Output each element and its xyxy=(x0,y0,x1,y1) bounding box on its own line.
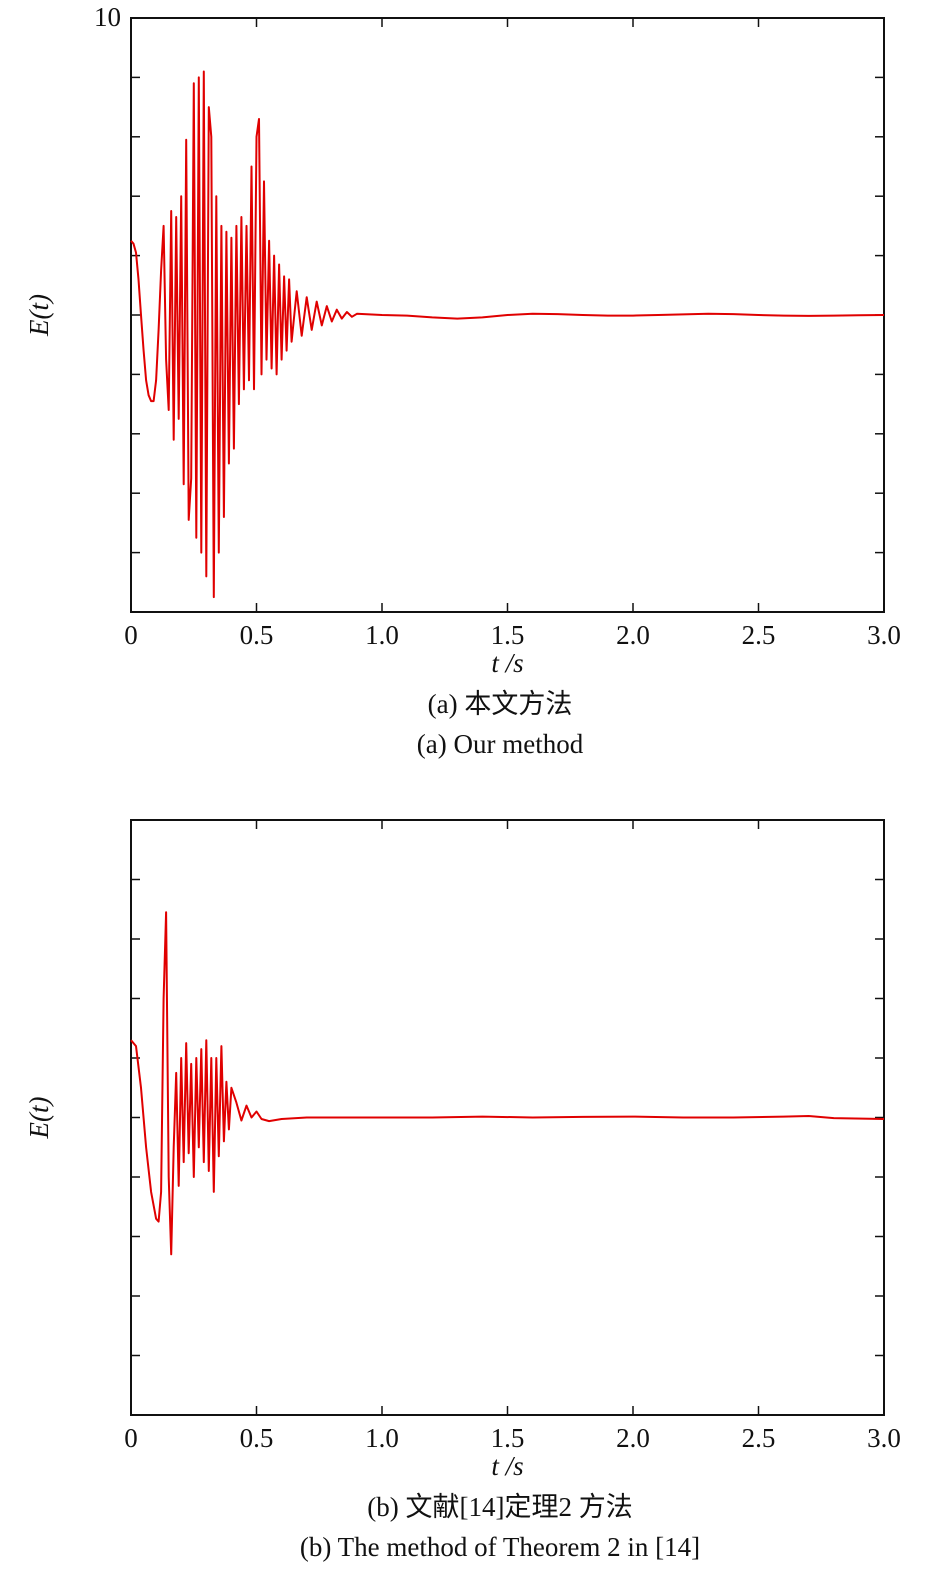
x-tick-label: 2.5 xyxy=(742,620,776,650)
y-tick-label: 10 xyxy=(94,2,121,32)
x-axis-label: t /s xyxy=(491,648,523,678)
x-tick-label: 2.0 xyxy=(616,1423,650,1453)
caption: (a) 本文方法 xyxy=(428,689,573,719)
x-tick-label: 0.5 xyxy=(240,1423,274,1453)
y-axis-label: E(t) xyxy=(24,294,54,337)
y-axis-label: E(t) xyxy=(24,1097,54,1140)
x-tick-label: 1.0 xyxy=(365,1423,399,1453)
x-tick-label: 1.5 xyxy=(491,1423,525,1453)
x-tick-label: 0 xyxy=(124,620,138,650)
caption: (a) Our method xyxy=(417,729,584,759)
x-tick-label: 1.0 xyxy=(365,620,399,650)
x-tick-label: 3.0 xyxy=(867,1423,901,1453)
data-line xyxy=(130,70,885,599)
x-tick-label: 1.5 xyxy=(491,620,525,650)
data-line xyxy=(130,911,885,1256)
x-axis-label: t /s xyxy=(491,1451,523,1481)
x-tick-label: 3.0 xyxy=(867,620,901,650)
x-tick-label: 2.0 xyxy=(616,620,650,650)
x-tick-label: 0 xyxy=(124,1423,138,1453)
caption: (b) 文献[14]定理2 方法 xyxy=(367,1492,632,1522)
caption: (b) The method of Theorem 2 in [14] xyxy=(300,1532,700,1562)
x-tick-label: 2.5 xyxy=(742,1423,776,1453)
x-tick-label: 0.5 xyxy=(240,620,274,650)
